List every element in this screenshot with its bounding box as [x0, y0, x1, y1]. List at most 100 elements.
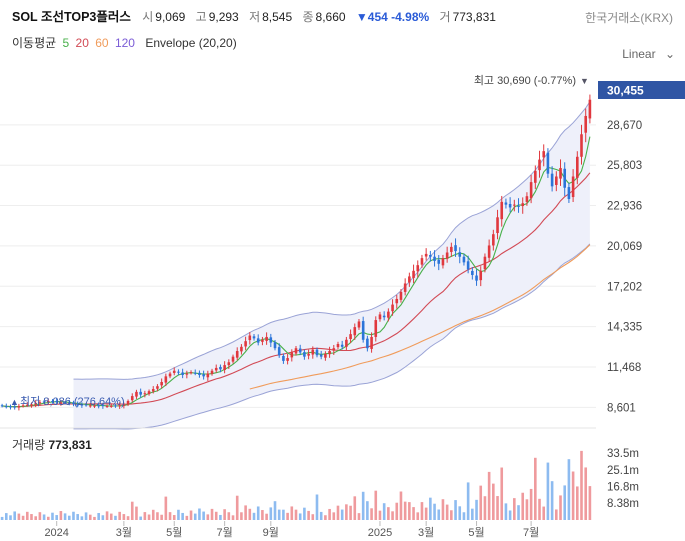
candle-body — [307, 353, 310, 356]
volume-bar — [399, 491, 403, 520]
candle-body — [345, 339, 348, 347]
candle-body — [109, 405, 113, 407]
time-tick-label: 7월 — [216, 526, 232, 539]
volume-bar — [445, 504, 449, 520]
volume-bar — [403, 501, 407, 520]
candle-body — [546, 152, 550, 174]
price-grid — [0, 124, 596, 408]
volume-bar — [282, 509, 285, 520]
volume-bar — [93, 516, 96, 520]
low-value: 8,545 — [262, 10, 293, 24]
volume-bar — [424, 507, 428, 520]
candle-body — [382, 315, 386, 318]
volume-bar — [164, 496, 168, 520]
scale-mode-dropdown[interactable]: Linear ⌄ — [622, 47, 675, 61]
volume-bar — [55, 515, 58, 520]
volume-bar — [135, 506, 138, 520]
candle-body — [261, 339, 264, 342]
volume-bar — [265, 513, 268, 520]
candle-body — [517, 205, 520, 207]
volume-bar — [588, 486, 592, 520]
volume-label: 거 — [439, 10, 451, 24]
volume-bar — [13, 511, 16, 520]
candle-body — [538, 159, 541, 171]
volume-tick-label: 25.1m — [607, 465, 639, 477]
volume-bar — [546, 462, 550, 520]
candle-body — [231, 356, 235, 362]
volume-bar — [294, 509, 298, 520]
candle-body — [303, 352, 306, 357]
candle-body — [143, 393, 147, 395]
open-value: 9,069 — [155, 10, 186, 24]
candle-body — [227, 362, 231, 366]
candle-body — [576, 156, 579, 178]
candle-body — [315, 349, 319, 356]
candle-body — [559, 168, 562, 179]
candle-body — [311, 349, 315, 355]
candle-body — [563, 168, 567, 188]
volume-bar — [517, 505, 520, 520]
candle-body — [378, 314, 382, 320]
volume-bar — [450, 510, 453, 520]
volume-bar — [433, 503, 436, 520]
volume-bar — [210, 508, 214, 520]
candle-body — [156, 386, 159, 389]
volume-bar — [101, 515, 105, 520]
volume-bar — [513, 498, 516, 520]
candle-body — [416, 265, 420, 272]
candle-body — [88, 405, 92, 407]
volume-bar — [542, 506, 546, 520]
volume-bar — [529, 488, 533, 520]
candle-body — [38, 402, 42, 404]
min-annotation: 최저 8,086 (276.64%) — [20, 395, 125, 408]
candle-body — [357, 321, 361, 328]
candles — [0, 94, 592, 411]
candle-body — [374, 320, 378, 337]
candle-body — [458, 252, 462, 257]
volume-bar — [487, 471, 491, 520]
volume-bar — [34, 516, 37, 520]
ma20-label[interactable]: 20 — [75, 36, 89, 50]
time-tick-label: 9월 — [263, 526, 279, 539]
volume-bar — [151, 509, 155, 520]
candle-body — [529, 182, 533, 199]
volume-bar — [181, 512, 184, 520]
candle-body — [542, 151, 546, 158]
time-tick-label: 3월 — [418, 526, 434, 539]
volume-bar — [496, 496, 499, 520]
volume-bar — [412, 507, 415, 520]
candle-body — [290, 352, 294, 358]
candle-body — [80, 404, 84, 406]
candle-body — [72, 402, 75, 404]
candle-body — [51, 400, 54, 402]
candle-body — [76, 404, 79, 406]
candle-body — [93, 405, 96, 407]
volume-bar — [4, 513, 8, 520]
volume-tick-label: 8.38m — [607, 498, 639, 510]
volume-bar — [109, 513, 113, 520]
volume-bar — [235, 495, 239, 520]
volume-bar — [492, 483, 495, 520]
candle-body — [479, 270, 483, 281]
ma60-label[interactable]: 60 — [95, 36, 109, 50]
open-label: 시 — [142, 10, 154, 24]
candle-body — [135, 391, 138, 397]
ma120-label[interactable]: 120 — [114, 36, 135, 50]
time-tick-label: 2024 — [44, 527, 68, 539]
volume-value: 773,831 — [452, 10, 496, 24]
envelope-label[interactable]: Envelope (20,20) — [145, 36, 237, 50]
candle-body — [353, 327, 357, 336]
candle-body — [63, 402, 67, 404]
candle-body — [513, 204, 516, 206]
max-marker-icon: ▼ — [580, 76, 589, 86]
ma5-label[interactable]: 5 — [62, 36, 70, 50]
candle-body — [114, 405, 117, 407]
volume-bar — [395, 502, 399, 520]
candle-body — [534, 170, 537, 183]
candle-body — [181, 372, 184, 375]
ma-legend[interactable]: 이동평균 5 20 60 120 Envelope (20,20) — [12, 34, 240, 51]
volume-bar — [315, 494, 319, 520]
volume-bar — [504, 503, 508, 520]
candle-body — [286, 358, 289, 361]
